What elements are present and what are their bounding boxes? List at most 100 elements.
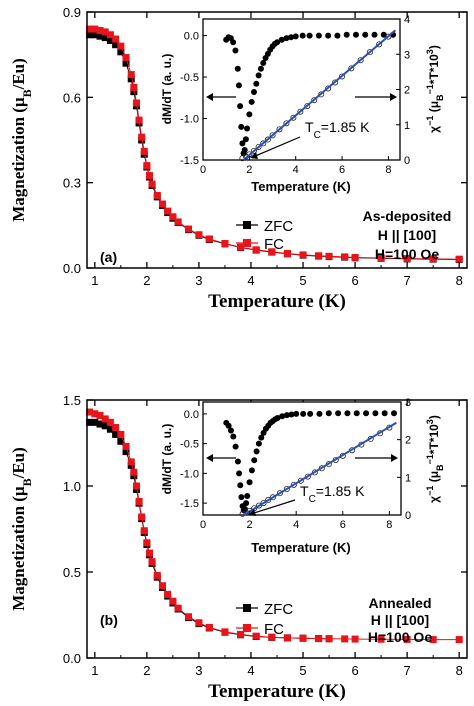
- panel-a-inset-dmdt-point: [278, 36, 285, 43]
- panel-a-inset-chi-inv-point: [339, 73, 346, 80]
- panel-b-inset-dmdt-point: [300, 410, 307, 417]
- panel-b-fc-point: [341, 635, 349, 643]
- panel-b-zfc-point: [122, 448, 130, 456]
- panel-a-zfc-point: [96, 32, 104, 40]
- panel-a-fc-point: [122, 54, 130, 62]
- panel-b-fc-point: [299, 634, 307, 642]
- panel-b-inset-dmdt-point: [353, 410, 360, 417]
- panel-b-inset-dmdt-point: [253, 448, 260, 455]
- panel-b-legend-zfc-marker: [243, 604, 251, 612]
- panel-a-fc-point: [112, 35, 120, 43]
- panel-b-inset-dmdt-point: [230, 433, 237, 440]
- panel-b-annotation-line-3: H=100 Oe: [368, 629, 432, 645]
- panel-b-fc-point: [221, 628, 229, 636]
- panel-a-fc-point: [325, 252, 333, 260]
- panel-b-inset-dmdt-point: [293, 410, 300, 417]
- panel-a-inset-xtick-label: 8: [385, 164, 391, 176]
- panel-b-fc-point: [283, 634, 291, 642]
- panel-a-zfc-point: [117, 48, 125, 56]
- panel-a-inset-ytick-right-label: 0: [404, 155, 410, 167]
- panel-b-inset-chi-inv-point: [297, 477, 304, 484]
- panel-b-inset-dmdt-point: [225, 422, 232, 429]
- panel-a-inset-chi-inv-point: [325, 85, 332, 92]
- panel-b-inset-chi-inv-point: [269, 494, 276, 501]
- panel-a-xtick-label: 2: [143, 273, 150, 288]
- panel-a-inset-dmdt-point: [343, 31, 350, 38]
- panel-b-fc-point: [132, 482, 140, 490]
- panel-b-inset-dmdt-point: [248, 467, 255, 474]
- panel-a-zfc-point: [101, 34, 109, 42]
- panel-a-inset-dmdt-point: [239, 140, 246, 147]
- panel-b-tc-label: T: [300, 483, 309, 499]
- panel-b-annotation-line-2: H || [100]: [371, 612, 429, 628]
- panel-b-fc-point: [185, 613, 193, 621]
- panel-a-inset-chi-inv-point: [318, 91, 325, 98]
- panel-a-tc-label: T: [305, 119, 314, 135]
- panel-a-fc-point: [237, 243, 245, 251]
- panel-b-inset-dmdt-point: [246, 479, 253, 486]
- panel-b-fc-point: [252, 632, 260, 640]
- panel-b-fc-point: [112, 424, 120, 432]
- panel-b-tc-value: =1.85 K: [316, 483, 365, 499]
- panel-b-fc-point: [106, 418, 114, 426]
- panel-b-inset-dmdt-point: [251, 457, 258, 464]
- panel-b-ytick-label: 1.5: [63, 393, 81, 408]
- panel-a-inset-dmdt-point: [283, 35, 290, 42]
- panel-a-inset-chi-inv-point: [332, 79, 339, 86]
- panel-b-xlabel: Temperature (K): [208, 681, 346, 702]
- panel-b-inset-dmdt-point: [381, 410, 388, 417]
- panel-a-inset-chi-inv-point: [297, 108, 304, 115]
- panel-b-inset-ytick-right-label: 2: [405, 435, 411, 447]
- panel-a-fc-point: [268, 248, 276, 256]
- panel-b-inset-dmdt-point: [307, 410, 314, 417]
- panel-b-inset-xtick-label: 0: [200, 519, 206, 531]
- panel-a-inset-chi-inv-point: [311, 97, 318, 104]
- panel-a-xtick-label: 6: [351, 273, 358, 288]
- panel-b-fc-point: [195, 619, 203, 627]
- panel-a-zfc-point: [86, 31, 94, 39]
- panel-a-zfc-point: [112, 41, 120, 49]
- panel-a-tc-arrow: [252, 136, 301, 158]
- panel-a-inset-dmdt-point: [246, 111, 253, 118]
- panel-a-main-marks: [86, 25, 463, 263]
- panel-b-fc-point: [315, 635, 323, 643]
- panel-b-inset-dmdt-point: [372, 410, 379, 417]
- panel-a-inset-ylabel-left: dM/dT (a. u.): [160, 54, 174, 125]
- panel-a-inset-chi-inv-point: [269, 132, 276, 139]
- panel-b-inset-dmdt-point: [241, 506, 248, 513]
- panel-a-ytick-label: 0.6: [63, 90, 81, 105]
- panel-a-inset-xtick-label: 0: [200, 164, 206, 176]
- panel-a-inset-ytick-right-label: 1: [404, 120, 410, 132]
- panel-b-inset-ticks: 0 2 4 6 8 -1.5 -1.0 -0.5 0.0 0 1 2 3: [180, 397, 411, 531]
- panel-a-inset-chi-inv-point: [376, 41, 383, 48]
- panel-a-fc-point: [138, 133, 146, 141]
- panel-a-inset-ytick-left-label: 0.0: [184, 31, 199, 43]
- panel-b-main-marks: [86, 408, 463, 644]
- panel-b-inset-xtick-label: 8: [386, 519, 392, 531]
- panel-a-label: (a): [100, 249, 117, 265]
- panel-b-inset-xlabel: Temperature (K): [251, 540, 350, 555]
- panel-b-inset-dmdt-point: [274, 415, 281, 422]
- panel-a-inset-dmdt-point: [235, 82, 242, 89]
- panel-b-inset-dmdt-point: [255, 440, 262, 447]
- panel-a-zfc-point: [127, 75, 135, 83]
- panel-a-fc-point: [283, 249, 291, 257]
- panel-b-inset-dmdt-point: [244, 492, 251, 499]
- panel-b-legend-fc-marker: [243, 624, 251, 632]
- panel-a-fc-point: [148, 180, 156, 188]
- panel-b-xtick-label: 3: [195, 663, 202, 678]
- panel-a-inset-xlabel: Temperature (K): [251, 179, 350, 194]
- panel-b-fc-point: [140, 527, 148, 535]
- panel-b-tc-subscript: C: [309, 494, 316, 505]
- panel-b-fc-point: [268, 633, 276, 641]
- panel-b-fc-point: [143, 539, 151, 547]
- panel-a-fc-point: [299, 251, 307, 259]
- panel-b-fc-point: [455, 636, 463, 644]
- panel-b-fc-point: [174, 604, 182, 612]
- panel-b-fc-point: [101, 415, 109, 423]
- panel-b-zfc-point: [86, 418, 94, 426]
- panel-a-fc-point: [101, 28, 109, 36]
- panel-b-tc-arrowhead: [248, 509, 256, 516]
- panel-b-fc-point: [403, 635, 411, 643]
- panel-b-inset-dmdt-point: [363, 410, 370, 417]
